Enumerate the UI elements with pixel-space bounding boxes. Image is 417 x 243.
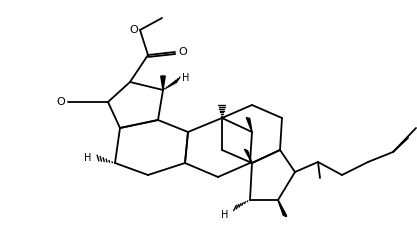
Text: H: H xyxy=(221,210,228,220)
Polygon shape xyxy=(278,200,286,216)
Polygon shape xyxy=(278,200,286,217)
Text: H: H xyxy=(84,153,91,163)
Text: O: O xyxy=(178,47,187,57)
Polygon shape xyxy=(246,118,252,132)
Polygon shape xyxy=(161,76,165,90)
Text: H: H xyxy=(182,73,189,83)
Text: O: O xyxy=(129,25,138,35)
Polygon shape xyxy=(244,149,252,163)
Text: O: O xyxy=(56,97,65,107)
